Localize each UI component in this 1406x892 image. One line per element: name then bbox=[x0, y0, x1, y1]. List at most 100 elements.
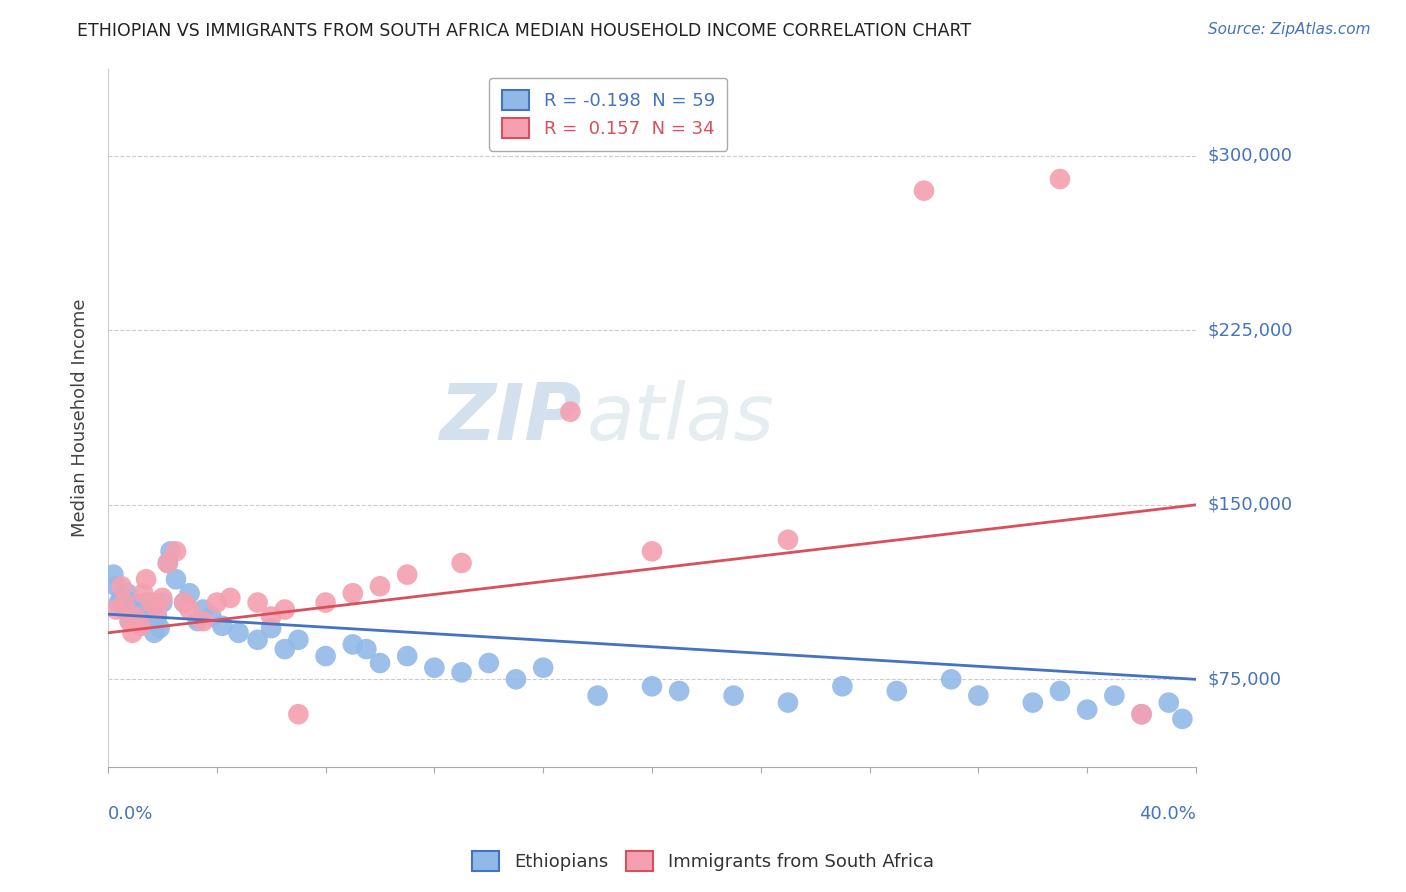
Point bbox=[912, 184, 935, 198]
Point bbox=[135, 595, 157, 609]
Point bbox=[1022, 696, 1045, 710]
Point bbox=[776, 533, 799, 547]
Point bbox=[478, 656, 501, 670]
Point bbox=[129, 619, 152, 633]
Point bbox=[132, 607, 155, 622]
Point bbox=[150, 595, 173, 609]
Point bbox=[287, 707, 309, 722]
Point bbox=[179, 602, 201, 616]
Point bbox=[246, 632, 269, 647]
Point bbox=[274, 642, 297, 657]
Point bbox=[159, 544, 181, 558]
Point bbox=[586, 689, 609, 703]
Point bbox=[423, 661, 446, 675]
Point bbox=[1104, 689, 1126, 703]
Point bbox=[193, 614, 215, 628]
Point bbox=[886, 684, 908, 698]
Point bbox=[260, 609, 283, 624]
Point bbox=[132, 586, 155, 600]
Point bbox=[146, 602, 169, 616]
Point bbox=[1130, 707, 1153, 722]
Point bbox=[287, 632, 309, 647]
Point bbox=[641, 679, 664, 693]
Point bbox=[103, 567, 125, 582]
Point bbox=[110, 579, 132, 593]
Point bbox=[1049, 684, 1071, 698]
Point bbox=[723, 689, 745, 703]
Point bbox=[112, 595, 135, 609]
Text: $225,000: $225,000 bbox=[1208, 321, 1292, 339]
Text: $300,000: $300,000 bbox=[1208, 147, 1292, 165]
Point bbox=[505, 673, 527, 687]
Text: Source: ZipAtlas.com: Source: ZipAtlas.com bbox=[1208, 22, 1371, 37]
Point bbox=[228, 625, 250, 640]
Point bbox=[342, 586, 364, 600]
Point bbox=[146, 609, 169, 624]
Point bbox=[135, 572, 157, 586]
Text: 40.0%: 40.0% bbox=[1139, 805, 1197, 823]
Point bbox=[118, 614, 141, 628]
Y-axis label: Median Household Income: Median Household Income bbox=[72, 298, 89, 537]
Point bbox=[219, 591, 242, 605]
Point bbox=[156, 556, 179, 570]
Point bbox=[205, 595, 228, 609]
Point bbox=[315, 648, 337, 663]
Point bbox=[127, 602, 149, 616]
Point bbox=[165, 544, 187, 558]
Point bbox=[531, 661, 554, 675]
Point bbox=[149, 621, 172, 635]
Point bbox=[1076, 702, 1098, 716]
Point bbox=[342, 637, 364, 651]
Point bbox=[315, 595, 337, 609]
Point bbox=[1049, 172, 1071, 186]
Point bbox=[156, 556, 179, 570]
Point bbox=[115, 586, 138, 600]
Text: $150,000: $150,000 bbox=[1208, 496, 1292, 514]
Legend: Ethiopians, Immigrants from South Africa: Ethiopians, Immigrants from South Africa bbox=[465, 844, 941, 879]
Point bbox=[246, 595, 269, 609]
Point bbox=[1171, 712, 1194, 726]
Point bbox=[1130, 707, 1153, 722]
Point bbox=[260, 621, 283, 635]
Point bbox=[356, 642, 378, 657]
Point bbox=[173, 595, 195, 609]
Point bbox=[211, 619, 233, 633]
Point bbox=[173, 595, 195, 609]
Point bbox=[187, 614, 209, 628]
Point bbox=[138, 614, 160, 628]
Text: ETHIOPIAN VS IMMIGRANTS FROM SOUTH AFRICA MEDIAN HOUSEHOLD INCOME CORRELATION CH: ETHIOPIAN VS IMMIGRANTS FROM SOUTH AFRIC… bbox=[77, 22, 972, 40]
Text: 0.0%: 0.0% bbox=[108, 805, 153, 823]
Point bbox=[274, 602, 297, 616]
Point bbox=[108, 595, 131, 609]
Point bbox=[368, 579, 391, 593]
Point bbox=[124, 609, 146, 624]
Point bbox=[112, 602, 135, 616]
Point bbox=[967, 689, 990, 703]
Point bbox=[941, 673, 963, 687]
Point bbox=[560, 405, 582, 419]
Point bbox=[668, 684, 690, 698]
Point bbox=[129, 619, 152, 633]
Point bbox=[118, 614, 141, 628]
Legend: R = -0.198  N = 59, R =  0.157  N = 34: R = -0.198 N = 59, R = 0.157 N = 34 bbox=[489, 78, 727, 151]
Point bbox=[776, 696, 799, 710]
Text: $75,000: $75,000 bbox=[1208, 670, 1281, 689]
Point bbox=[110, 591, 132, 605]
Point bbox=[396, 648, 419, 663]
Point bbox=[179, 586, 201, 600]
Point bbox=[141, 595, 163, 609]
Point bbox=[121, 595, 143, 609]
Text: ZIP: ZIP bbox=[439, 380, 581, 456]
Point bbox=[200, 609, 222, 624]
Point bbox=[165, 572, 187, 586]
Point bbox=[124, 609, 146, 624]
Point bbox=[641, 544, 664, 558]
Point bbox=[1157, 696, 1180, 710]
Point bbox=[450, 556, 472, 570]
Point bbox=[105, 579, 128, 593]
Text: atlas: atlas bbox=[586, 380, 775, 456]
Point bbox=[121, 625, 143, 640]
Point bbox=[450, 665, 472, 680]
Point bbox=[193, 602, 215, 616]
Point bbox=[831, 679, 853, 693]
